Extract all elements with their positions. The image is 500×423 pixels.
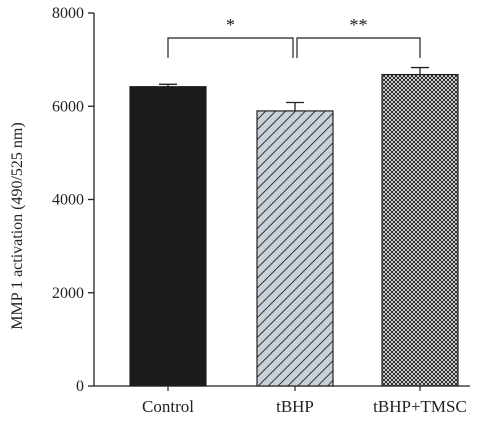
y-axis: 0 2000 4000 6000 8000: [52, 5, 95, 395]
y-tick-label: 4000: [52, 192, 84, 209]
significance-bracket: [296, 37, 421, 58]
significance-label: *: [226, 15, 235, 35]
y-tick-label: 0: [76, 378, 84, 395]
x-tick-label: Control: [142, 397, 194, 416]
significance-bracket: [167, 37, 294, 58]
y-axis-label: MMP 1 activation (490/525 nm): [9, 122, 26, 329]
y-tick-label: 2000: [52, 285, 84, 302]
significance-brackets: * **: [167, 15, 421, 58]
bars: [129, 66, 459, 387]
x-tick-label: tBHP+TMSC: [373, 397, 467, 416]
bar-control: [129, 86, 207, 387]
y-tick-label: 8000: [52, 5, 84, 22]
x-axis: Control tBHP tBHP+TMSC: [94, 385, 470, 416]
significance-label: **: [350, 15, 368, 35]
bar-tbhp: [256, 110, 334, 387]
y-tick-label: 6000: [52, 98, 84, 115]
bar-tbhp-tmsc: [381, 73, 459, 387]
x-tick-label: tBHP: [276, 397, 314, 416]
